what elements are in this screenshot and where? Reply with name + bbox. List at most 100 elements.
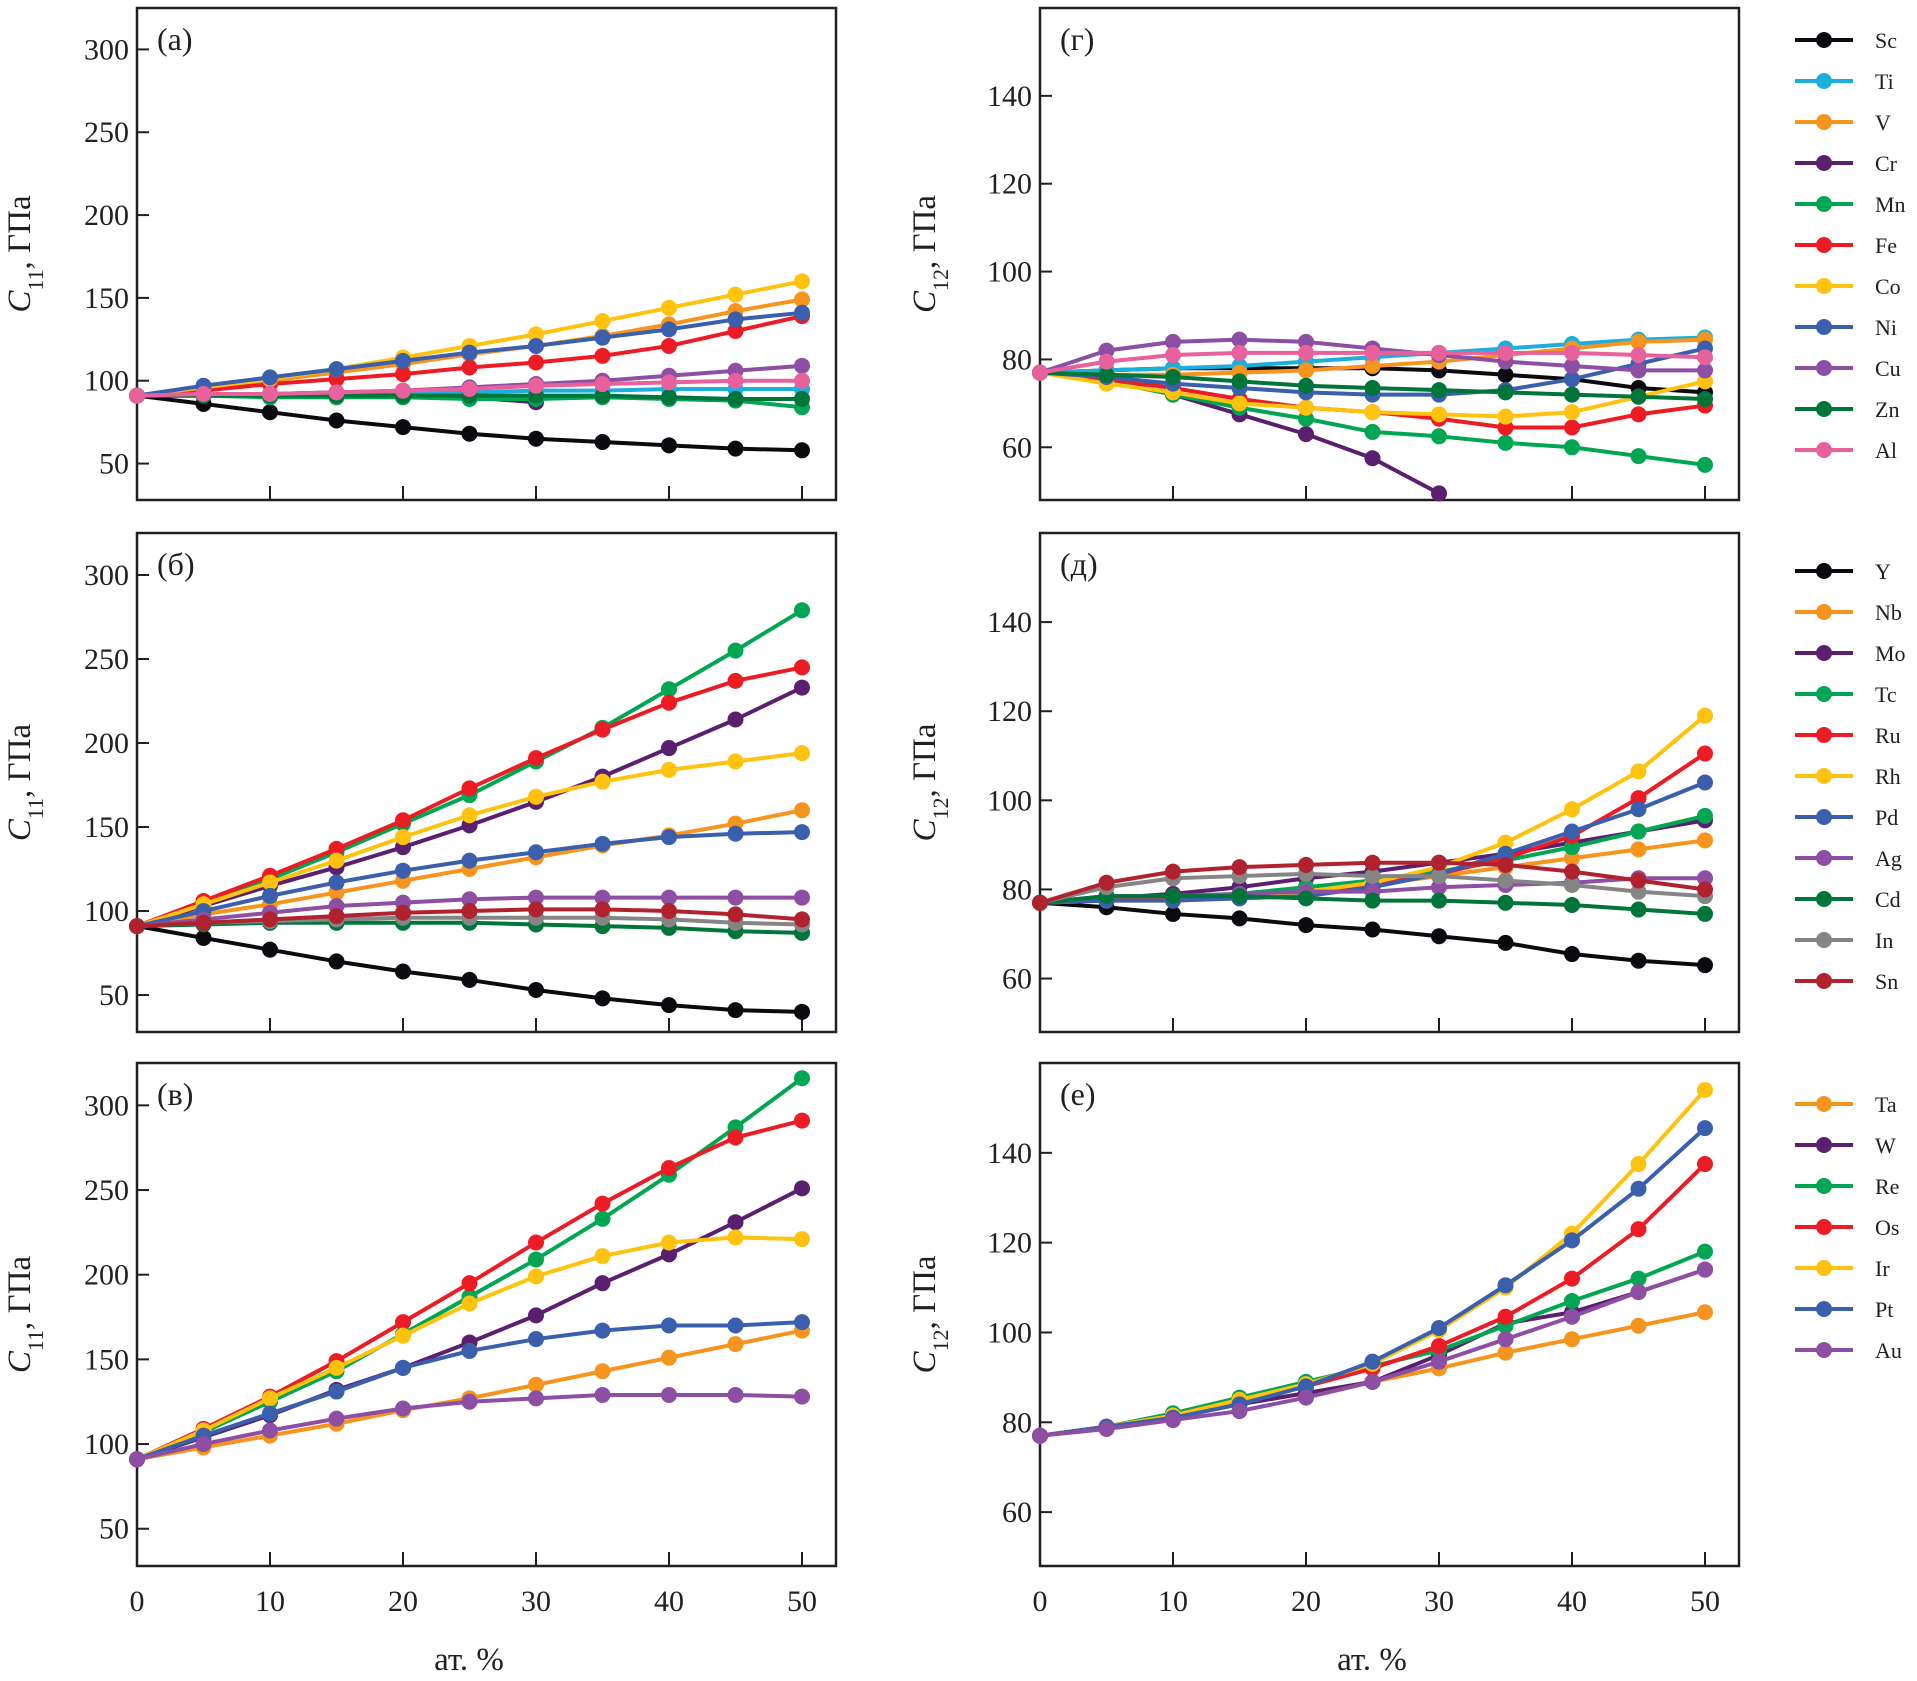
series-re: [1032, 1243, 1713, 1444]
y-tick-label: 80: [1002, 873, 1032, 906]
legend-label: Ag: [1875, 846, 1902, 871]
data-point: [1697, 456, 1713, 473]
data-point: [395, 812, 411, 829]
x-tick-label: 40: [1557, 1585, 1587, 1618]
y-tick-label: 100: [84, 1428, 129, 1461]
data-point: [661, 740, 677, 757]
data-point: [1098, 1421, 1115, 1438]
data-point: [1431, 1353, 1447, 1370]
series-al: [1032, 344, 1713, 381]
legend-label: Sc: [1875, 28, 1897, 53]
data-point: [461, 1275, 478, 1292]
y-tick-label: 120: [987, 168, 1032, 201]
series-line: [136, 924, 803, 1014]
data-point: [1364, 892, 1381, 909]
data-point: [328, 908, 345, 925]
series-al: [129, 372, 810, 404]
legend-label: Cd: [1875, 887, 1901, 912]
data-point: [1697, 1081, 1713, 1098]
data-point: [528, 1376, 544, 1393]
data-point: [1630, 1156, 1647, 1173]
data-point: [1298, 333, 1314, 350]
data-point: [195, 385, 212, 402]
data-point: [1697, 807, 1713, 824]
data-point: [1165, 863, 1181, 880]
data-point: [661, 903, 677, 920]
data-point: [1564, 863, 1580, 880]
y-axis-label: C12, ГПа: [907, 723, 953, 841]
legend-label: In: [1875, 928, 1893, 953]
data-point: [328, 412, 345, 429]
data-point: [461, 852, 478, 869]
legend-item: Al: [1795, 438, 1897, 463]
data-point: [129, 387, 145, 404]
y-axis-label: C12, ГПа: [907, 195, 953, 313]
plot-frame: [135, 1061, 838, 1568]
data-point: [1630, 872, 1647, 889]
data-point: [661, 761, 677, 778]
data-point: [1564, 823, 1580, 840]
data-point: [528, 1251, 544, 1268]
data-point: [661, 337, 677, 354]
legend-marker: [1816, 73, 1832, 89]
y-tick-label: 200: [84, 199, 129, 232]
data-point: [661, 1317, 677, 1334]
data-point: [461, 359, 478, 376]
series-sn: [129, 901, 810, 935]
series-group: [1032, 707, 1713, 974]
data-point: [594, 1275, 611, 1292]
legend-marker: [1816, 155, 1832, 171]
data-point: [262, 369, 278, 386]
data-point: [262, 941, 278, 958]
data-point: [1497, 1308, 1514, 1325]
data-point: [1364, 404, 1381, 421]
data-point: [1231, 331, 1248, 348]
data-point: [262, 1390, 278, 1407]
data-point: [661, 1246, 677, 1263]
data-point: [1630, 823, 1647, 840]
data-point: [1497, 872, 1514, 889]
legend-marker: [1816, 114, 1832, 130]
data-point: [328, 1383, 345, 1400]
y-tick-label: 200: [84, 727, 129, 760]
data-point: [395, 904, 411, 921]
data-point: [1564, 386, 1580, 403]
legend-item: In: [1795, 928, 1893, 953]
data-point: [1364, 344, 1381, 361]
y-tick-label: 60: [1002, 1496, 1032, 1529]
data-point: [1497, 384, 1514, 401]
legend-marker: [1816, 1137, 1832, 1153]
data-point: [727, 286, 744, 303]
y-tick-label: 100: [987, 1316, 1032, 1349]
series-cd: [1032, 888, 1713, 922]
data-point: [461, 891, 478, 908]
series-line: [1039, 1267, 1706, 1438]
data-point: [661, 321, 677, 338]
legend-label: Y: [1875, 559, 1891, 584]
data-point: [395, 366, 411, 383]
data-point: [395, 419, 411, 436]
data-point: [727, 1386, 744, 1403]
y-axis-label: C11, ГПа: [2, 724, 48, 842]
legend-item: Os: [1795, 1215, 1899, 1240]
data-point: [1364, 358, 1381, 375]
data-point: [1431, 344, 1447, 361]
data-point: [1630, 763, 1647, 780]
legend-item: Mo: [1795, 641, 1906, 666]
legend-label: Re: [1875, 1174, 1899, 1199]
data-point: [1431, 879, 1447, 896]
data-point: [195, 929, 212, 946]
legend-marker: [1816, 768, 1832, 784]
data-point: [1497, 1331, 1514, 1348]
legend-label: Sn: [1875, 969, 1898, 994]
legend-item: Pt: [1795, 1297, 1893, 1322]
legend-label: Ti: [1875, 69, 1894, 94]
legends: Sc Ti V Cr Mn Fe Co Ni Cu Zn Al Y Nb Mo Tc Ru Rh Pd Ag Cd In…: [1795, 28, 1906, 1363]
data-point: [1697, 957, 1713, 974]
data-point: [1697, 1261, 1713, 1278]
y-tick-label: 100: [84, 895, 129, 928]
data-point: [727, 825, 744, 842]
data-point: [794, 1388, 810, 1405]
y-tick-label: 50: [99, 1513, 129, 1546]
data-point: [594, 387, 611, 404]
